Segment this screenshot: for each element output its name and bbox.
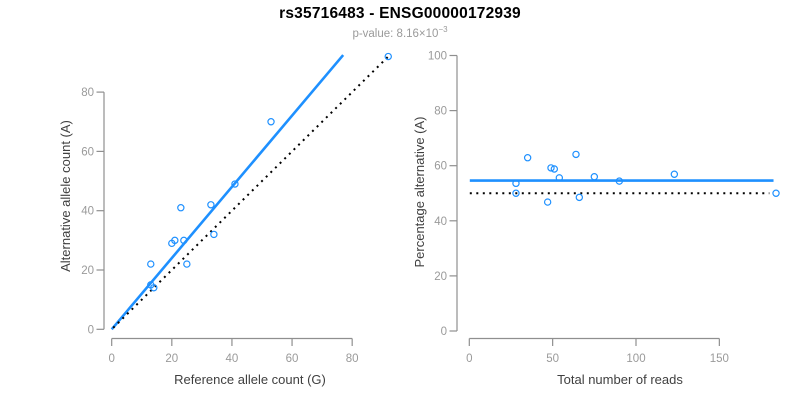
right-xaxis-label: Total number of reads (557, 372, 683, 387)
y-tick-label: 0 (441, 326, 447, 338)
x-tick-label: 150 (710, 353, 729, 365)
data-point (572, 150, 580, 159)
figure-header: rs35716483 - ENSG00000172939 p-value: 8.… (0, 0, 800, 40)
y-tick-label: 40 (434, 216, 447, 228)
identity-line (112, 53, 392, 329)
data-point (590, 173, 599, 181)
y-tick-label: 100 (428, 51, 447, 63)
pvalue-exponent: −3 (438, 25, 448, 34)
left-yaxis-label: Alternative allele count (A) (58, 120, 73, 272)
data-point (615, 177, 624, 185)
data-point (384, 52, 392, 61)
x-tick-label: 40 (226, 353, 239, 365)
y-tick-label: 60 (434, 161, 447, 173)
page-title: rs35716483 - ENSG00000172939 (279, 5, 521, 22)
y-tick-label: 40 (81, 206, 94, 218)
data-point (575, 193, 584, 202)
data-point (772, 189, 780, 197)
data-point (231, 180, 239, 188)
x-tick-label: 0 (466, 353, 472, 365)
data-point (543, 198, 552, 206)
pvalue-text: p-value: 8.16×10 (352, 27, 439, 40)
percentage-reads-scatter-plot: 0 50 100 150 0 20 40 60 80 100 (428, 51, 780, 365)
x-tick-label: 80 (346, 353, 359, 365)
fit-line (110, 54, 345, 331)
data-point (512, 189, 520, 197)
data-point (147, 260, 155, 268)
data-point (267, 118, 275, 126)
x-tick-label: 50 (546, 353, 559, 365)
y-tick-label: 0 (88, 324, 94, 336)
data-point (550, 165, 559, 173)
data-point (171, 236, 179, 245)
left-xaxis-label: Reference allele count (G) (174, 372, 326, 387)
y-tick-label: 60 (81, 146, 94, 158)
data-point (512, 179, 520, 188)
x-tick-label: 100 (626, 353, 645, 365)
y-tick-label: 20 (434, 271, 447, 283)
data-point (180, 236, 188, 245)
data-point (207, 201, 215, 209)
data-point (547, 164, 555, 172)
right-yaxis-label: Percentage alternative (A) (412, 116, 427, 267)
y-tick-label: 20 (81, 265, 94, 277)
allele-count-scatter-plot: 0 20 40 60 80 0 20 40 60 80 (81, 52, 392, 365)
data-point (177, 204, 185, 212)
y-tick-label: 80 (81, 87, 94, 99)
x-tick-label: 60 (286, 353, 299, 365)
x-tick-label: 20 (165, 353, 178, 365)
pvalue-subtitle: p-value: 8.16×10−3 (0, 25, 800, 40)
data-point (555, 174, 564, 182)
data-point (670, 170, 679, 178)
data-point (183, 260, 191, 268)
x-tick-label: 0 (108, 353, 114, 365)
data-point (150, 284, 158, 292)
data-point (523, 154, 532, 162)
data-point (210, 230, 218, 239)
y-tick-label: 80 (434, 106, 447, 118)
